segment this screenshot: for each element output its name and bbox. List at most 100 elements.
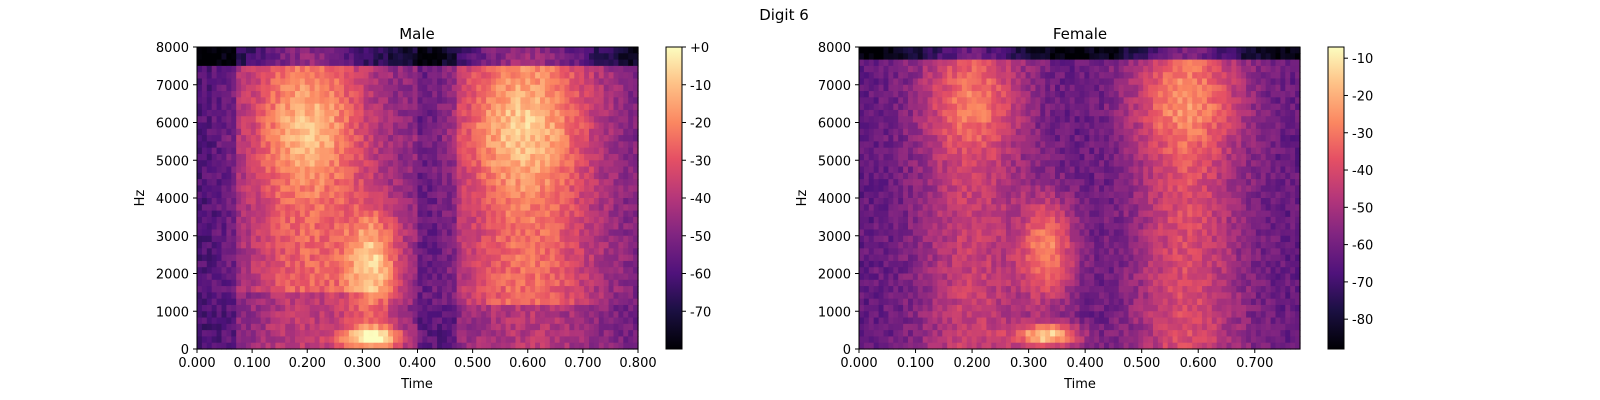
spectrogram-cell (883, 179, 889, 187)
spectrogram-cell (275, 242, 281, 249)
spectrogram-cell (510, 248, 517, 256)
spectrogram-cell (613, 223, 619, 231)
spectrogram-cell (466, 166, 472, 174)
spectrogram-cell (603, 292, 610, 300)
spectrogram-cell (299, 248, 306, 256)
spectrogram-cell (456, 323, 463, 331)
spectrogram-cell (598, 311, 605, 319)
spectrogram-cell (525, 109, 531, 117)
spectrogram-cell (888, 147, 894, 155)
spectrogram-cell (873, 191, 880, 199)
spectrogram-cell (510, 84, 517, 92)
spectrogram-cell (412, 59, 419, 67)
spectrogram-cell (368, 172, 374, 180)
spectrogram-cell (520, 204, 526, 212)
spectrogram-cell (309, 128, 316, 136)
spectrogram-cell (476, 204, 482, 212)
spectrogram-cell (378, 323, 384, 331)
spectrogram-cell (598, 235, 605, 243)
spectrogram-cell (917, 198, 924, 205)
spectrogram-cell (393, 323, 399, 331)
spectrogram-cell (285, 210, 291, 218)
spectrogram-cell (211, 179, 218, 187)
spectrogram-cell (407, 298, 414, 306)
spectrogram-cell (334, 279, 340, 287)
spectrogram-cell (461, 229, 468, 237)
spectrogram-cell (393, 91, 399, 98)
spectrogram-cell (903, 147, 909, 155)
spectrogram-cell (554, 242, 561, 249)
spectrogram-cell (442, 166, 448, 174)
spectrogram-cell (314, 166, 321, 174)
spectrogram-cell (912, 65, 919, 73)
spectrogram-cell (903, 317, 909, 325)
spectrogram-cell (378, 229, 384, 237)
spectrogram-cell (868, 109, 875, 117)
spectrogram-cell (197, 292, 203, 300)
spectrogram-cell (373, 78, 379, 86)
spectrogram-cell (628, 185, 634, 193)
spectrogram-cell (868, 179, 875, 187)
spectrogram-cell (216, 279, 223, 287)
spectrogram-cell (569, 191, 575, 199)
spectrogram-cell (628, 97, 634, 105)
spectrogram-cell (344, 78, 350, 86)
spectrogram-cell (495, 128, 502, 136)
spectrogram-cell (589, 97, 595, 105)
spectrogram-cell (863, 298, 870, 306)
spectrogram-cell (260, 298, 267, 306)
spectrogram-cell (427, 330, 433, 338)
spectrogram-cell (334, 185, 340, 193)
spectrogram-cell (618, 260, 624, 268)
spectrogram-cell (530, 97, 536, 105)
spectrogram-cell (603, 147, 610, 155)
spectrogram-cell (603, 204, 610, 212)
spectrogram-cell (893, 147, 899, 155)
spectrogram-cell (383, 47, 389, 54)
x-tick-label: 0.200 (289, 356, 326, 371)
spectrogram-cell (868, 229, 875, 237)
spectrogram-cell (491, 336, 497, 344)
spectrogram-cell (868, 59, 875, 67)
spectrogram-cell (446, 141, 453, 149)
spectrogram-cell (898, 216, 904, 224)
spectrogram-cell (451, 109, 458, 117)
spectrogram-cell (471, 78, 477, 86)
spectrogram-cell (407, 116, 414, 124)
spectrogram-cell (589, 109, 595, 117)
spectrogram-cell (437, 292, 443, 300)
spectrogram-cell (574, 198, 580, 205)
spectrogram-cell (873, 248, 880, 256)
spectrogram-cell (564, 122, 570, 130)
spectrogram-cell (348, 59, 355, 67)
spectrogram-cell (368, 342, 374, 350)
spectrogram-cell (446, 160, 453, 168)
spectrogram-cell (319, 179, 325, 187)
spectrogram-cell (265, 210, 272, 218)
spectrogram-cell (491, 122, 497, 130)
spectrogram-cell (358, 254, 365, 262)
spectrogram-cell (491, 216, 497, 224)
spectrogram-cell (348, 116, 355, 124)
male-colorbar-axis: +0-10-20-30-40-50-60-70 (682, 41, 711, 320)
spectrogram-cell (893, 84, 899, 92)
spectrogram-cell (358, 304, 365, 312)
spectrogram-cell (348, 109, 355, 117)
spectrogram-cell (510, 53, 517, 61)
spectrogram-cell (295, 59, 301, 67)
spectrogram-cell (908, 97, 914, 105)
spectrogram-cell (226, 248, 232, 256)
spectrogram-cell (579, 273, 585, 281)
spectrogram-cell (451, 84, 458, 92)
spectrogram-cell (559, 103, 566, 111)
spectrogram-cell (422, 223, 428, 231)
spectrogram-cell (353, 248, 360, 256)
spectrogram-cell (554, 235, 561, 243)
spectrogram-cell (280, 147, 286, 155)
spectrogram-cell (344, 204, 350, 212)
spectrogram-cell (397, 141, 404, 149)
spectrogram-cell (451, 229, 458, 237)
spectrogram-cell (397, 267, 404, 275)
spectrogram-cell (309, 298, 316, 306)
spectrogram-cell (383, 153, 389, 161)
